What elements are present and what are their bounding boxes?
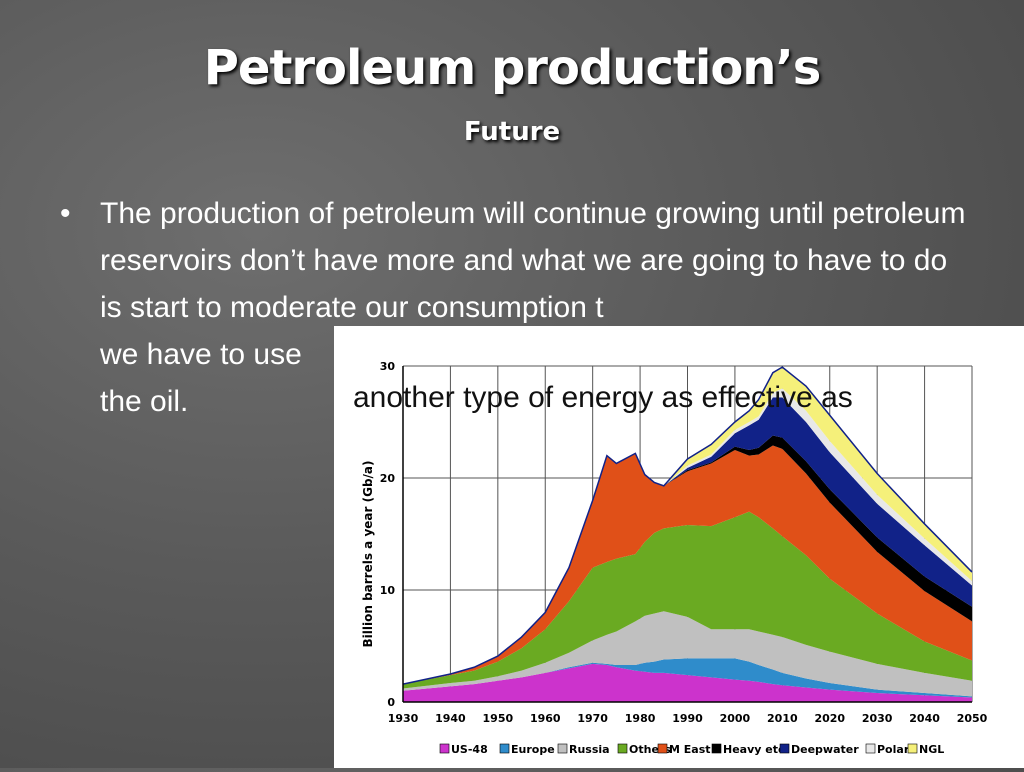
legend-swatch-us-48 [439, 743, 450, 754]
legend-label-polar: Polar [877, 743, 910, 756]
slide-subtitle: Future [463, 117, 561, 147]
x-tick-label-2040: 2040 [909, 712, 940, 725]
overlay-text: another type of energy as effective as [353, 381, 853, 414]
x-tick-label-2050: 2050 [957, 712, 988, 725]
area-deepwater [403, 397, 972, 685]
legend-label-us-48: US-48 [451, 743, 488, 756]
total-outline [402, 366, 973, 685]
x-tick-label-1930: 1930 [388, 712, 419, 725]
area-others [403, 511, 972, 689]
bullet-text: The production of petroleum will continu… [100, 190, 970, 425]
bullet-dot: • [60, 197, 71, 230]
area-m-east [403, 445, 972, 685]
y-tick-label-0: 0 [387, 696, 395, 709]
legend-swatch-deepwater [779, 743, 790, 754]
area-europe [403, 658, 972, 698]
legend-swatch-russia [557, 743, 568, 754]
bullet-text-line-2: we have to use [100, 338, 302, 371]
legend-label-heavy-etc: Heavy etc [723, 743, 785, 756]
bullet-text-line-1: The production of petroleum will continu… [100, 197, 966, 324]
production-area-chart: 1930 1940 1950 1960 1970 1980 1990 2000 2010 2020… [361, 360, 988, 756]
legend-swatch-ngl [907, 743, 918, 754]
legend-swatch-heavy-etc [711, 743, 722, 754]
y-tick-label-30: 30 [380, 360, 396, 373]
legend-swatch-m-east [657, 743, 668, 754]
y-axis-label: Billion barrels a year (Gb/a) [361, 461, 375, 648]
x-tick-label-1970: 1970 [577, 712, 608, 725]
legend-swatch-europe [499, 743, 510, 754]
legend-swatch-others [617, 743, 628, 754]
x-tick-label-1940: 1940 [435, 712, 466, 725]
bullet-text-block: • The production of petroleum will conti… [60, 190, 970, 425]
legend-label-ngl: NGL [919, 743, 944, 756]
legend-swatch-polar [865, 743, 876, 754]
x-tick-label-2030: 2030 [862, 712, 893, 725]
legend-label-russia: Russia [569, 743, 610, 756]
slide-title: Petroleum production’s [203, 40, 822, 96]
legend-label-deepwater: Deepwater [791, 743, 859, 756]
x-tick-label-2010: 2010 [767, 712, 798, 725]
bullet-text-line-3: the oil. [100, 385, 189, 418]
legend-label-m-east: M East [669, 743, 711, 756]
x-tick-label-2000: 2000 [720, 712, 751, 725]
y-tick-label-20: 20 [380, 472, 396, 485]
x-tick-label-2020: 2020 [814, 712, 845, 725]
chart-panel: 1930 1940 1950 1960 1970 1980 1990 2000 2010 2020… [334, 326, 1024, 768]
x-tick-label-1960: 1960 [530, 712, 561, 725]
x-tick-label-1980: 1980 [625, 712, 656, 725]
area-heavy-etc [403, 435, 972, 685]
area-us-48 [403, 663, 972, 702]
legend-label-europe: Europe [511, 743, 555, 756]
area-russia [403, 611, 972, 697]
x-tick-label-1950: 1950 [483, 712, 514, 725]
y-tick-label-10: 10 [380, 584, 396, 597]
x-tick-label-1990: 1990 [672, 712, 703, 725]
